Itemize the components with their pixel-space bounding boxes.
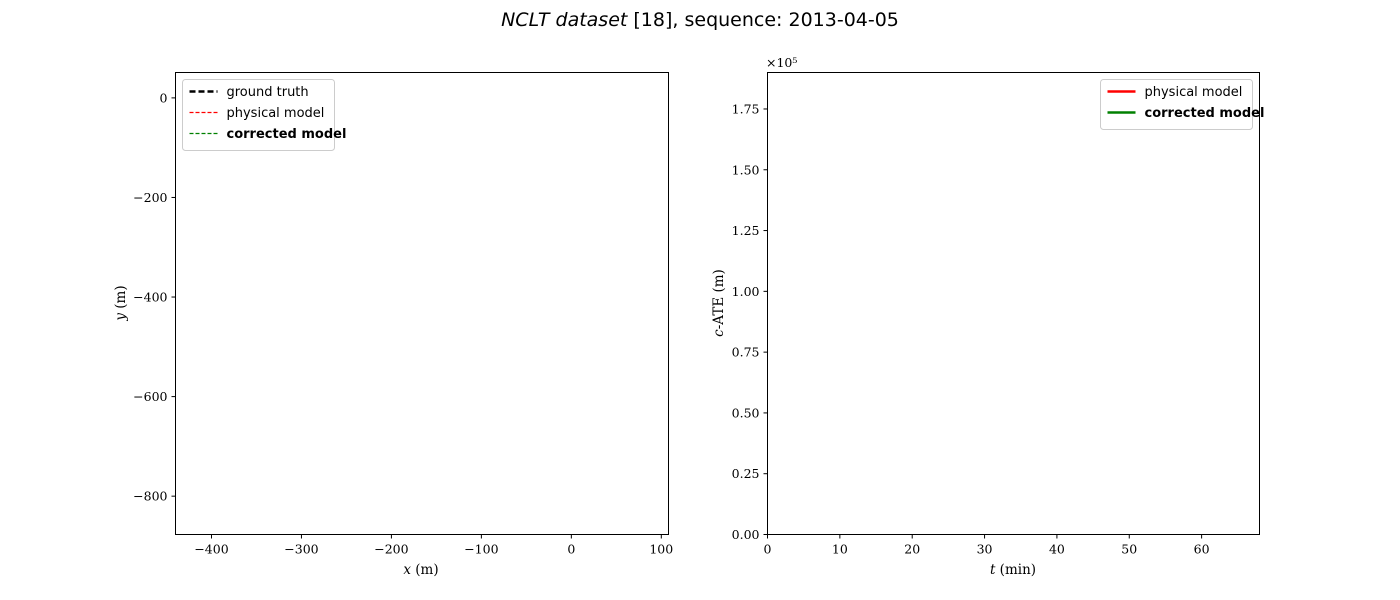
trajectory-x-tick-label: −400 [194,542,228,557]
figure-title: NCLT dataset [18], sequence: 2013-04-05 [501,9,899,31]
error-legend: physical model corrected model [1100,79,1265,130]
error-y-tick-label: 0.50 [732,405,760,420]
error-legend-label: physical model [1145,85,1243,100]
trajectory-x-tick-label: 0 [567,542,575,557]
error-x-tick-label: 20 [904,542,920,557]
trajectory-x-tick-label: −200 [374,542,408,557]
error-y-tick-label: 1.50 [732,162,760,177]
error-y-tick-label: 1.75 [732,101,760,116]
trajectory-ticks: −400 −300 −200 −100 0 100 0 −200 −400 −600 −800 [133,90,673,556]
error-offset-text: ×10⁵ [766,55,797,70]
error-x-tick-label: 30 [977,542,993,557]
error-x-label-unit: (min) [995,562,1036,578]
trajectory-y-tick-label: −200 [133,190,167,205]
error-y-tick-label: 0.25 [732,466,760,481]
trajectory-x-label: x (m) [403,562,438,578]
trajectory-x-label-unit: (m) [411,562,439,578]
trajectory-y-tick-label: 0 [160,90,168,105]
trajectory-x-tick-label: −300 [284,542,318,557]
trajectory-legend-label: corrected model [227,127,347,142]
error-ticks: 0 10 20 30 40 50 60 0.00 0.25 0.50 0.75 1.00 1.25 1.5… [732,101,1210,556]
error-plot: 0 10 20 30 40 50 60 0.00 0.25 0.50 0.75 1.00 1.25 1.5… [711,55,1264,578]
error-x-tick-label: 60 [1194,542,1210,557]
error-y-label-unit: -ATE (m) [711,269,727,329]
trajectory-plot: −400 −300 −200 −100 0 100 0 −200 −400 −600 −800 x … [113,72,673,578]
error-y-tick-label: 0.00 [732,527,760,542]
figure-title-italic: NCLT dataset [501,9,629,31]
trajectory-legend-frame [182,79,335,151]
trajectory-y-label-var: y [113,313,129,322]
trajectory-legend-label: physical model [227,106,325,121]
figure-title-rest: [18], sequence: 2013-04-05 [627,9,899,31]
trajectory-axes-frame [175,72,669,535]
error-legend-label: corrected model [1145,106,1265,121]
trajectory-y-tick-label: −800 [133,489,167,504]
trajectory-x-tick-label: 100 [649,542,673,557]
trajectory-x-label-var: x [403,562,411,578]
error-axes-frame [767,72,1260,535]
trajectory-x-tick-label: −100 [464,542,498,557]
error-y-tick-label: 1.00 [732,284,760,299]
trajectory-y-tick-label: −600 [133,389,167,404]
trajectory-y-label-unit: (m) [113,285,129,313]
error-legend-frame [1100,79,1253,130]
trajectory-legend: ground truth physical model corrected mode… [182,79,347,151]
error-x-label: t (min) [990,562,1036,578]
error-x-tick-label: 10 [832,542,848,557]
error-y-tick-label: 1.25 [732,223,760,238]
trajectory-legend-label: ground truth [227,85,309,100]
trajectory-y-tick-label: −400 [133,290,167,305]
error-x-tick-label: 40 [1049,542,1065,557]
error-y-label: c-ATE (m) [711,269,727,337]
error-y-label-var: c [711,329,727,337]
error-x-tick-label: 50 [1121,542,1137,557]
trajectory-y-label: y (m) [113,285,129,321]
error-x-label-var: t [990,562,996,578]
error-y-tick-label: 0.75 [732,345,760,360]
error-x-tick-label: 0 [764,542,772,557]
